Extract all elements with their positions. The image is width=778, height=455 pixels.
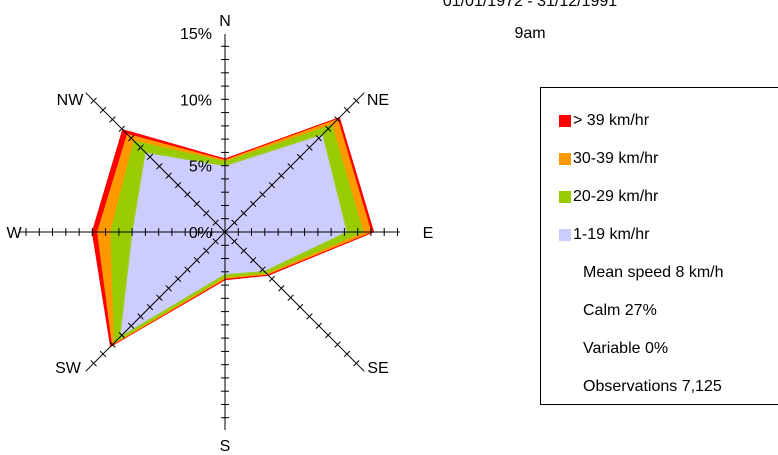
- variable-percent: Variable 0%: [583, 340, 669, 357]
- legend-label: > 39 km/hr: [573, 112, 650, 129]
- tick-NW-12: [109, 116, 116, 123]
- tick-SE-2: [240, 247, 247, 254]
- tick-SW-9: [137, 313, 144, 320]
- tick-NE-4: [259, 191, 266, 198]
- tick-SE-14: [353, 360, 360, 367]
- observation-count: Observations 7,125: [583, 378, 722, 395]
- tick-NE-3: [249, 200, 257, 208]
- tick-SW-5: [174, 275, 182, 283]
- legend-item-30-39: 30-39 km/hr: [559, 150, 658, 168]
- axis-NE: [224, 92, 365, 233]
- direction-label-S: S: [220, 438, 231, 455]
- radial-tick-label: 5%: [189, 159, 212, 176]
- tick-SW-11: [118, 332, 125, 339]
- tick-NW-6: [165, 172, 172, 179]
- tick-SE-9: [306, 313, 313, 320]
- tick-NW-9: [137, 144, 144, 151]
- series-polygon-1-19-km-hr: [119, 133, 348, 339]
- tick-SW-13: [99, 350, 107, 358]
- tick-SE-12: [334, 341, 341, 348]
- tick-NE-6: [278, 172, 285, 179]
- tick-SW-6: [165, 285, 172, 292]
- legend-item-1-19: 1-19 km/hr: [559, 226, 649, 244]
- tick-NE-7: [287, 163, 294, 170]
- tick-SE-6: [278, 285, 285, 292]
- direction-label-NW: NW: [57, 92, 85, 109]
- tick-SE-3: [249, 256, 257, 264]
- tick-NE-9: [306, 144, 313, 151]
- tick-SE-5: [268, 275, 276, 283]
- tick-NW-11: [118, 125, 125, 132]
- mean-speed: Mean speed 8 km/h: [583, 264, 724, 281]
- direction-labels: N NE E SE S SW W NW: [6, 13, 433, 455]
- tick-SW-3: [193, 256, 201, 264]
- direction-label-NE: NE: [367, 92, 389, 109]
- tick-SW-8: [146, 303, 154, 311]
- tick-NE-2: [240, 210, 247, 217]
- legend-swatch-lavender: [559, 229, 571, 241]
- direction-label-E: E: [423, 225, 434, 242]
- radial-tick-labels: 0% 5% 10% 15%: [180, 26, 212, 242]
- legend-swatch-orange: [559, 153, 571, 165]
- legend-label: 20-29 km/hr: [573, 188, 659, 205]
- axis-NW: [85, 92, 226, 233]
- legend-label: 1-19 km/hr: [573, 226, 650, 243]
- tick-NW-7: [156, 163, 163, 170]
- tick-SW-1: [212, 238, 219, 245]
- hour-text: 9am: [514, 25, 546, 42]
- tick-SW-12: [109, 341, 116, 348]
- tick-SW-2: [203, 247, 210, 254]
- tick-SW-14: [90, 360, 97, 367]
- tick-NE-5: [268, 181, 276, 189]
- tick-NW-4: [184, 191, 191, 198]
- calm-percent: Calm 27%: [583, 302, 657, 319]
- direction-label-W: W: [6, 225, 22, 242]
- tick-SE-10: [315, 322, 322, 329]
- direction-label-SW: SW: [55, 360, 82, 377]
- tick-SE-1: [231, 238, 238, 245]
- tick-NW-13: [99, 106, 107, 114]
- tick-NW-3: [193, 200, 201, 208]
- axis-SW: [85, 231, 226, 372]
- tick-SW-10: [128, 322, 135, 329]
- axis-SE: [224, 231, 365, 372]
- legend-swatch-red: [559, 115, 571, 127]
- tick-NE-12: [334, 116, 341, 123]
- direction-label-N: N: [219, 13, 231, 30]
- radial-tick-label: 10%: [180, 92, 212, 109]
- tick-SE-13: [343, 350, 351, 358]
- tick-NW-2: [203, 210, 210, 217]
- tick-SE-7: [287, 294, 294, 301]
- tick-SE-11: [325, 332, 332, 339]
- legend-item-gt39: > 39 km/hr: [559, 112, 649, 130]
- tick-SE-4: [259, 266, 266, 273]
- legend: > 39 km/hr 30-39 km/hr 20-29 km/hr 1-19 …: [540, 87, 778, 405]
- tick-NE-8: [296, 153, 304, 161]
- legend-swatch-green: [559, 191, 571, 203]
- tick-NE-1: [231, 219, 238, 226]
- tick-SE-8: [296, 303, 304, 311]
- legend-label: 30-39 km/hr: [573, 150, 659, 167]
- tick-NE-13: [343, 106, 351, 114]
- legend-item-20-29: 20-29 km/hr: [559, 188, 658, 206]
- tick-NW-10: [128, 135, 135, 142]
- tick-NW-1: [212, 219, 219, 226]
- direction-label-SE: SE: [367, 360, 388, 377]
- tick-NW-8: [146, 153, 154, 161]
- tick-NW-14: [90, 97, 97, 104]
- tick-SW-7: [156, 294, 163, 301]
- radial-tick-label: 15%: [180, 26, 212, 43]
- period-text: 01/01/1972 - 31/12/1991: [442, 0, 618, 10]
- tick-SW-4: [184, 266, 191, 273]
- tick-NE-10: [315, 135, 322, 142]
- tick-NW-5: [174, 181, 182, 189]
- tick-NE-14: [353, 97, 360, 104]
- wind-rose-axes: [20, 34, 400, 430]
- radial-tick-label: 0%: [189, 225, 212, 242]
- tick-NE-11: [325, 125, 332, 132]
